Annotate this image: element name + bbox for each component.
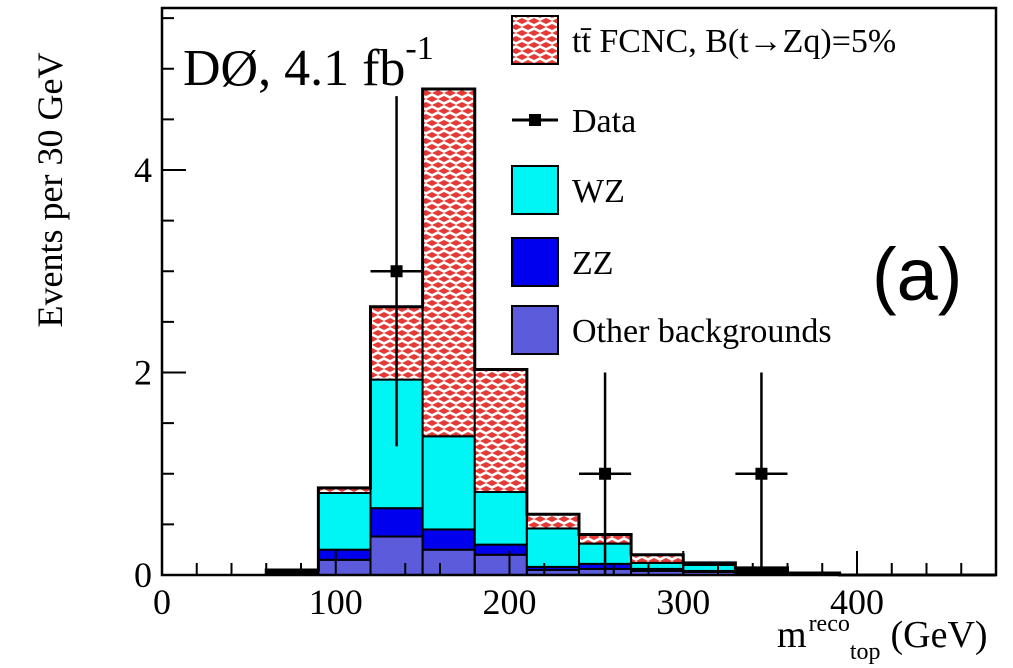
x-tick-label-400: 400 — [830, 582, 884, 622]
bar-2-4 — [473, 490, 528, 546]
legend-data-marker — [529, 114, 541, 126]
bar-2-3 — [421, 435, 476, 531]
data-points — [370, 96, 788, 575]
legend-swatch-0 — [511, 15, 559, 65]
bar-0-3 — [421, 548, 476, 576]
legend: tt̄ FCNC, B(t→Zq)=5% Data WZ ZZ Other backgr… — [511, 15, 896, 355]
legend-label-2: WZ — [572, 173, 625, 210]
x-tick-label-0: 0 — [153, 582, 171, 622]
bar-1-3 — [421, 528, 476, 551]
x-axis-label: mrecotop (GeV) — [777, 611, 988, 665]
bar-2-1 — [317, 491, 372, 551]
bar-1-2 — [369, 507, 424, 538]
legend-label-4: Other backgrounds — [572, 313, 832, 350]
bar-0-4 — [473, 553, 528, 576]
data-point-0 — [390, 265, 403, 278]
bar-0-2 — [369, 535, 424, 577]
y-tick-label-0: 0 — [134, 555, 152, 595]
legend-swatch-2 — [511, 165, 559, 215]
bar-1-4 — [473, 543, 528, 556]
y-axis-label: Events per 30 GeV — [30, 53, 70, 328]
x-tick-label-300: 300 — [656, 582, 710, 622]
axis-ticks: 0 100 200 300 400 0 2 4 — [134, 17, 997, 622]
bar-3-4 — [473, 368, 528, 493]
legend-swatch-4 — [511, 305, 559, 355]
data-point-2 — [755, 467, 768, 480]
legend-label-1: Data — [572, 103, 636, 140]
legend-label-0: tt̄ FCNC, B(t→Zq)=5% — [572, 23, 896, 60]
bar-3-3 — [421, 88, 476, 438]
x-tick-label-200: 200 — [483, 582, 537, 622]
legend-swatch-3 — [511, 237, 559, 287]
y-tick-label-2: 2 — [134, 353, 152, 393]
panel-label: (a) — [872, 233, 962, 316]
bar-0-1 — [317, 558, 372, 576]
experiment-label: DØ, 4.1 fb-1 — [183, 30, 434, 97]
bar-1-1 — [317, 548, 372, 561]
data-point-1 — [599, 467, 612, 480]
legend-label-3: ZZ — [572, 245, 614, 282]
bar-2-5 — [525, 527, 580, 568]
y-tick-label-4: 4 — [134, 150, 152, 190]
x-tick-label-100: 100 — [309, 582, 363, 622]
bar-3-5 — [525, 513, 580, 530]
